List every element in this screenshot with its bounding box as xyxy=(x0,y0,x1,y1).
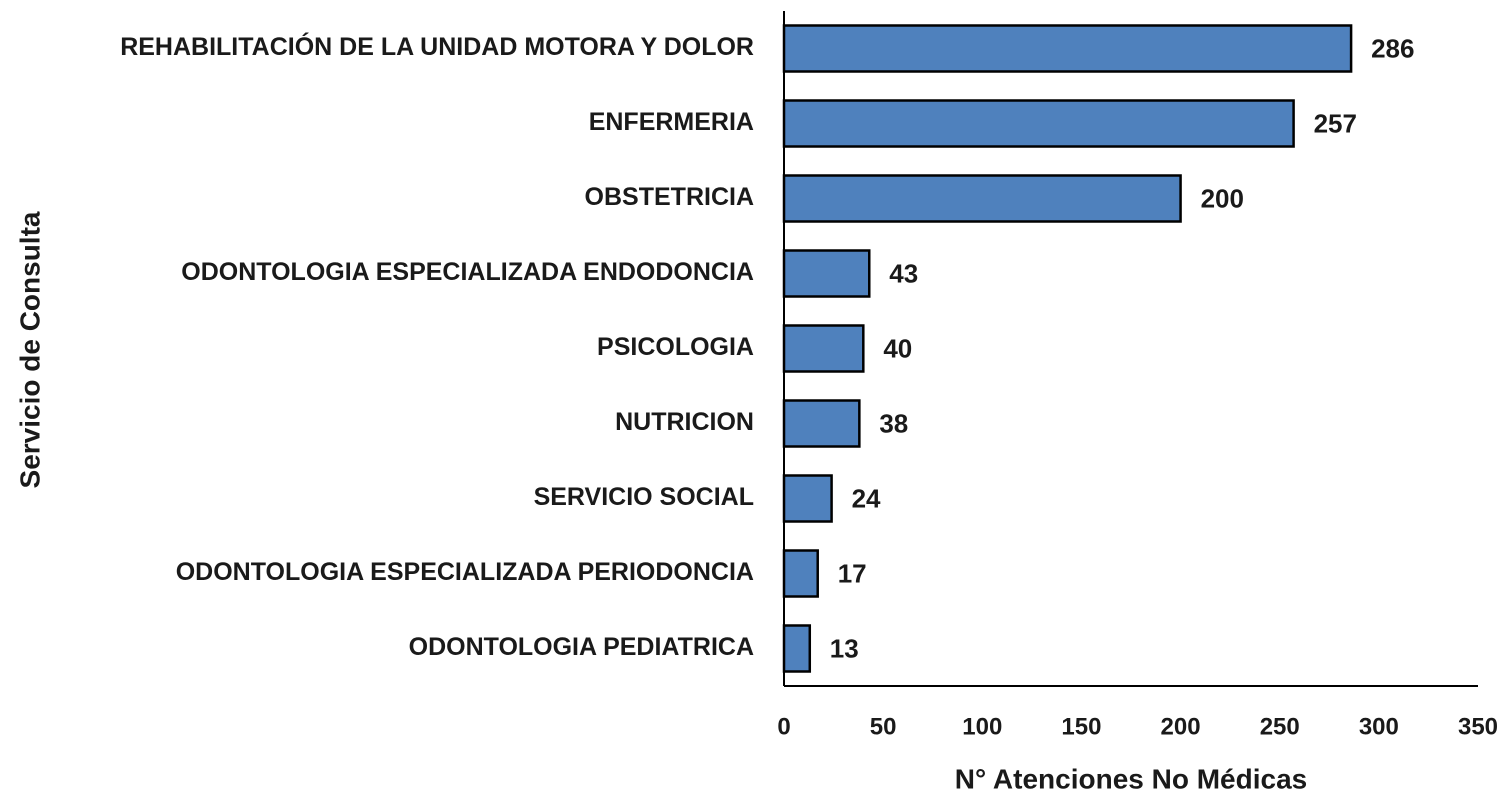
y-tick-label: OBSTETRICIA xyxy=(585,183,754,211)
y-tick-label: ODONTOLOGIA PEDIATRICA xyxy=(409,633,754,661)
x-tick-label: 150 xyxy=(1061,713,1101,740)
bar xyxy=(782,99,1295,148)
x-axis-label: N° Atenciones No Médicas xyxy=(955,763,1307,794)
y-axis-label: Servicio de Consulta xyxy=(14,211,45,488)
data-label: 24 xyxy=(852,483,881,513)
x-tick-label: 300 xyxy=(1359,713,1399,740)
bar xyxy=(782,24,1353,73)
bar xyxy=(782,324,865,373)
data-label: 13 xyxy=(830,633,859,663)
y-tick-label: REHABILITACIÓN DE LA UNIDAD MOTORA Y DOL… xyxy=(120,31,754,61)
x-tick-label: 250 xyxy=(1260,713,1300,740)
x-tick-label: 100 xyxy=(962,713,1002,740)
y-tick-label: ODONTOLOGIA ESPECIALIZADA ENDODONCIA xyxy=(181,258,754,286)
x-tick-label: 200 xyxy=(1161,713,1201,740)
data-label: 257 xyxy=(1314,108,1357,138)
x-tick-label: 0 xyxy=(777,713,790,740)
x-tick-label: 50 xyxy=(870,713,897,740)
y-tick-label: ODONTOLOGIA ESPECIALIZADA PERIODONCIA xyxy=(176,558,754,586)
x-tick-label: 350 xyxy=(1458,713,1498,740)
y-tick-label: NUTRICION xyxy=(615,408,754,436)
y-tick-label: PSICOLOGIA xyxy=(597,333,754,361)
bar xyxy=(782,174,1182,223)
bar xyxy=(782,624,812,673)
bar xyxy=(782,249,871,298)
bar xyxy=(782,474,833,523)
data-label: 40 xyxy=(883,333,912,363)
bar xyxy=(782,399,861,448)
data-label: 43 xyxy=(889,258,918,288)
y-tick-label: ENFERMERIA xyxy=(589,108,754,136)
data-label: 38 xyxy=(879,408,908,438)
data-label: 286 xyxy=(1371,33,1414,63)
data-label: 200 xyxy=(1201,183,1244,213)
bar xyxy=(782,549,819,598)
y-tick-label: SERVICIO SOCIAL xyxy=(534,483,754,511)
data-label: 17 xyxy=(838,558,867,588)
